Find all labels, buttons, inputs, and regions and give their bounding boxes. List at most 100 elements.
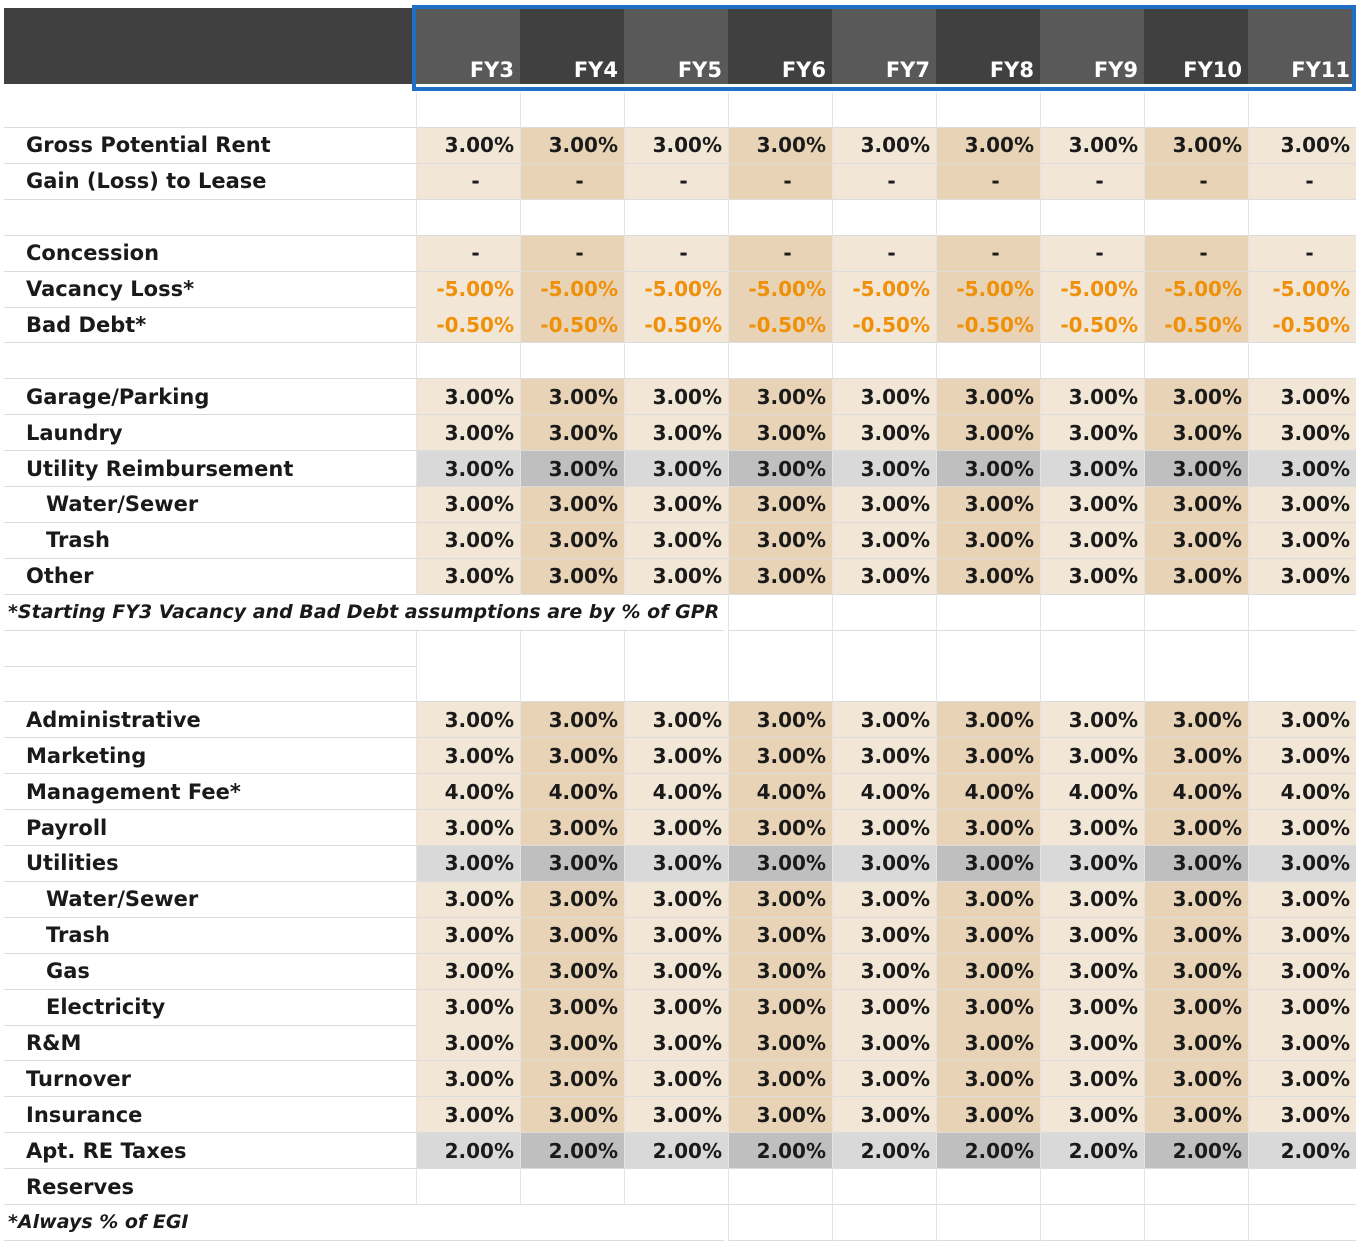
table-cell-fy8[interactable]: 4.00% (936, 774, 1040, 811)
table-cell-fy4[interactable]: - (520, 163, 624, 200)
table-cell-fy10[interactable]: 3.00% (1144, 379, 1248, 416)
table-cell-fy6[interactable] (728, 1169, 832, 1205)
table-cell-fy6[interactable]: 3.00% (728, 451, 832, 487)
table-cell-fy5[interactable]: 3.00% (624, 451, 728, 487)
table-cell-fy11[interactable]: 3.00% (1248, 738, 1356, 775)
table-cell-fy8[interactable]: 3.00% (936, 522, 1040, 559)
column-header-fy7[interactable]: FY7 (832, 8, 936, 84)
table-cell-fy4[interactable]: -5.00% (520, 271, 624, 308)
table-cell-fy3[interactable]: 3.00% (416, 558, 520, 595)
table-cell-fy3[interactable]: - (416, 163, 520, 200)
column-header-fy6[interactable]: FY6 (728, 8, 832, 84)
table-cell-fy5[interactable]: 3.00% (624, 810, 728, 846)
column-header-fy3[interactable]: FY3 (416, 8, 520, 84)
column-header-fy8[interactable]: FY8 (936, 8, 1040, 84)
table-cell-fy8[interactable]: 3.00% (936, 486, 1040, 523)
table-cell-fy10[interactable]: 3.00% (1144, 451, 1248, 487)
table-cell-fy8[interactable]: 3.00% (936, 881, 1040, 918)
table-cell-fy5[interactable]: - (624, 235, 728, 272)
table-cell-fy6[interactable]: 3.00% (728, 702, 832, 739)
row-label[interactable]: Gross Potential Rent (4, 128, 416, 164)
table-cell-fy7[interactable]: 3.00% (832, 810, 936, 846)
table-cell-fy3[interactable]: 3.00% (416, 810, 520, 846)
table-cell-fy8[interactable]: 2.00% (936, 1133, 1040, 1170)
table-cell-fy11[interactable]: 3.00% (1248, 522, 1356, 559)
table-cell-fy5[interactable]: 3.00% (624, 738, 728, 775)
table-cell-fy10[interactable]: 3.00% (1144, 989, 1248, 1026)
table-cell-fy4[interactable]: 3.00% (520, 845, 624, 882)
row-label[interactable]: Trash (4, 523, 416, 559)
table-cell-fy11[interactable]: 3.00% (1248, 810, 1356, 846)
table-cell-fy7[interactable]: 2.00% (832, 1133, 936, 1170)
table-cell-fy10[interactable]: 3.00% (1144, 953, 1248, 990)
table-cell-fy5[interactable]: 2.00% (624, 1133, 728, 1170)
table-cell-fy10[interactable]: - (1144, 235, 1248, 272)
table-cell-fy4[interactable]: 3.00% (520, 486, 624, 523)
table-cell-fy9[interactable]: 3.00% (1040, 127, 1144, 164)
row-label[interactable]: Payroll (4, 810, 416, 846)
table-cell-fy4[interactable]: 3.00% (520, 127, 624, 164)
row-label[interactable]: Water/Sewer (4, 487, 416, 523)
table-cell-fy6[interactable]: 3.00% (728, 738, 832, 775)
table-cell-fy11[interactable]: 3.00% (1248, 989, 1356, 1026)
table-cell-fy4[interactable]: 3.00% (520, 953, 624, 990)
table-cell-fy11[interactable]: 3.00% (1248, 881, 1356, 918)
table-cell-fy7[interactable]: 3.00% (832, 486, 936, 523)
table-cell-fy8[interactable]: - (936, 235, 1040, 272)
table-cell-fy6[interactable]: 3.00% (728, 881, 832, 918)
row-label[interactable]: Gas (4, 954, 416, 990)
table-cell-fy7[interactable]: 3.00% (832, 415, 936, 452)
table-cell-fy7[interactable]: 3.00% (832, 917, 936, 954)
table-cell-fy4[interactable] (520, 1169, 624, 1205)
table-cell-fy10[interactable]: 3.00% (1144, 810, 1248, 846)
table-cell-fy9[interactable]: -5.00% (1040, 271, 1144, 308)
table-cell-fy7[interactable]: 3.00% (832, 1025, 936, 1062)
table-cell-fy10[interactable]: 2.00% (1144, 1133, 1248, 1170)
table-cell-fy6[interactable]: 2.00% (728, 1133, 832, 1170)
table-cell-fy3[interactable]: 3.00% (416, 702, 520, 739)
table-cell-fy3[interactable]: 3.00% (416, 953, 520, 990)
table-cell-fy9[interactable]: 3.00% (1040, 1025, 1144, 1062)
table-cell-fy5[interactable]: -5.00% (624, 271, 728, 308)
table-cell-fy10[interactable]: -5.00% (1144, 271, 1248, 308)
table-cell-fy8[interactable]: 3.00% (936, 451, 1040, 487)
row-label[interactable]: Reserves (4, 1169, 416, 1205)
table-cell-fy6[interactable]: - (728, 163, 832, 200)
table-cell-fy7[interactable]: 3.00% (832, 558, 936, 595)
table-cell-fy5[interactable]: -0.50% (624, 307, 728, 344)
table-cell-fy4[interactable]: -0.50% (520, 307, 624, 344)
table-cell-fy3[interactable]: 3.00% (416, 845, 520, 882)
table-cell-fy4[interactable]: 3.00% (520, 522, 624, 559)
row-label[interactable]: Laundry (4, 415, 416, 452)
table-cell-fy10[interactable]: - (1144, 163, 1248, 200)
table-cell-fy4[interactable]: 3.00% (520, 989, 624, 1026)
table-cell-fy3[interactable] (416, 1169, 520, 1205)
table-cell-fy6[interactable]: 3.00% (728, 379, 832, 416)
table-cell-fy5[interactable]: 3.00% (624, 379, 728, 416)
column-header-fy5[interactable]: FY5 (624, 8, 728, 84)
table-cell-fy11[interactable]: 3.00% (1248, 1061, 1356, 1098)
table-cell-fy9[interactable]: 4.00% (1040, 774, 1144, 811)
table-cell-fy10[interactable]: 3.00% (1144, 738, 1248, 775)
table-cell-fy6[interactable]: 3.00% (728, 415, 832, 452)
table-cell-fy4[interactable]: 3.00% (520, 738, 624, 775)
table-cell-fy9[interactable] (1040, 1169, 1144, 1205)
table-cell-fy7[interactable]: 3.00% (832, 953, 936, 990)
table-cell-fy4[interactable]: 4.00% (520, 774, 624, 811)
table-cell-fy5[interactable]: 3.00% (624, 845, 728, 882)
table-cell-fy9[interactable]: 3.00% (1040, 415, 1144, 452)
table-cell-fy10[interactable]: 3.00% (1144, 522, 1248, 559)
table-cell-fy4[interactable]: 3.00% (520, 1061, 624, 1098)
table-cell-fy9[interactable]: - (1040, 235, 1144, 272)
table-cell-fy10[interactable]: 3.00% (1144, 702, 1248, 739)
table-cell-fy8[interactable]: 3.00% (936, 917, 1040, 954)
table-cell-fy6[interactable]: 3.00% (728, 558, 832, 595)
table-cell-fy4[interactable]: 3.00% (520, 415, 624, 452)
row-label[interactable]: Electricity (4, 990, 416, 1026)
table-cell-fy8[interactable]: 3.00% (936, 415, 1040, 452)
table-cell-fy7[interactable]: 4.00% (832, 774, 936, 811)
table-cell-fy3[interactable]: 3.00% (416, 1025, 520, 1062)
table-cell-fy6[interactable]: 3.00% (728, 486, 832, 523)
table-cell-fy11[interactable]: 3.00% (1248, 379, 1356, 416)
table-cell-fy7[interactable]: 3.00% (832, 127, 936, 164)
